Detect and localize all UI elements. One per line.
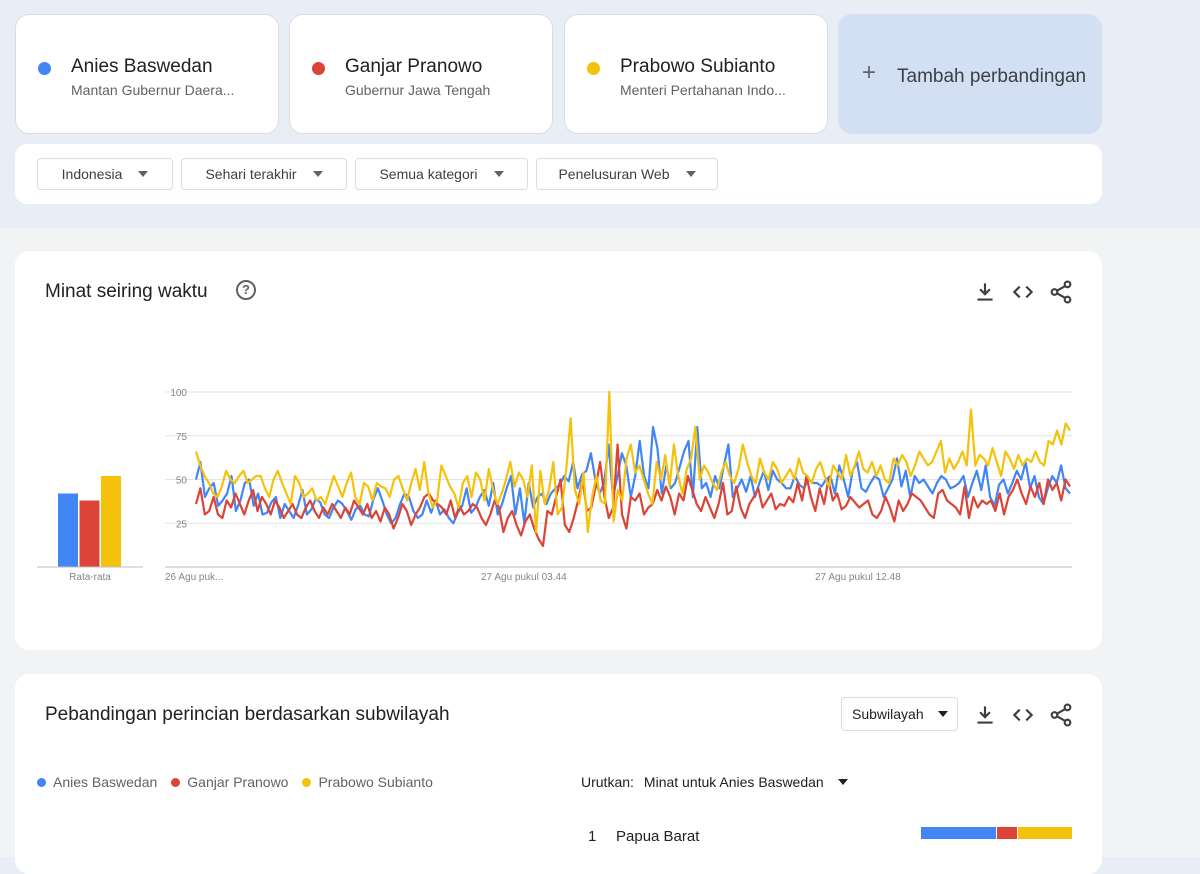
chart-series-lines (194, 390, 1071, 548)
share-segment-anies (921, 827, 996, 839)
sort-control[interactable]: Urutkan: Minat untuk Anies Baswedan (581, 774, 848, 790)
add-comparison-button[interactable]: + Tambah perbandingan (838, 14, 1102, 134)
subregion-select-label: Subwilayah (852, 706, 924, 722)
row-rank: 1 (588, 828, 597, 845)
share-icon[interactable] (1048, 702, 1074, 728)
legend-dot (171, 777, 181, 787)
term-name: Anies Baswedan (71, 56, 213, 77)
y-tick-label: 100 (170, 388, 187, 399)
embed-code-icon[interactable] (1010, 279, 1036, 305)
caret-down-icon (685, 171, 696, 177)
caret-down-icon (493, 171, 504, 177)
term-card-anies[interactable]: Anies Baswedan Mantan Gubernur Daera... (15, 14, 279, 134)
subregion-select[interactable]: Subwilayah (841, 697, 958, 731)
legend-dot (302, 777, 312, 787)
average-bars: Rata-rata (37, 476, 143, 583)
y-tick-label: 75 (176, 432, 188, 443)
legend-item-anies: Anies Baswedan (37, 774, 157, 790)
category-filter[interactable]: Semua kategori (355, 158, 528, 190)
row-region-name[interactable]: Papua Barat (616, 828, 700, 845)
y-tick-label: 50 (176, 476, 188, 487)
term-color-dot (312, 62, 325, 75)
add-comparison-label: Tambah perbandingan (897, 66, 1087, 87)
caret-down-icon (138, 171, 149, 177)
average-label: Rata-rata (69, 572, 111, 583)
x-tick-label: 27 Agu pukul 12.48 (815, 572, 901, 583)
average-bar (79, 500, 100, 567)
x-tick-label: 27 Agu pukul 03.44 (481, 572, 567, 583)
chart-gridlines (165, 391, 1072, 568)
sort-label: Urutkan: (581, 774, 634, 790)
download-icon[interactable] (972, 702, 998, 728)
category-filter-label: Semua kategori (379, 166, 478, 182)
series-line (194, 390, 1071, 534)
search-type-filter-label: Penelusuran Web (558, 166, 670, 182)
plus-icon: + (862, 59, 877, 86)
term-card-prabowo[interactable]: Prabowo Subianto Menteri Pertahanan Indo… (564, 14, 828, 134)
term-color-dot (587, 62, 600, 75)
legend-label: Anies Baswedan (53, 774, 158, 790)
y-tick-label: 25 (176, 519, 188, 530)
average-bar (58, 493, 78, 567)
filter-bar: Indonesia Sehari terakhir Semua kategori… (15, 144, 1102, 204)
region-filter[interactable]: Indonesia (37, 158, 173, 190)
region-filter-label: Indonesia (61, 166, 123, 182)
term-name: Ganjar Pranowo (345, 56, 483, 77)
time-filter-label: Sehari terakhir (205, 166, 297, 182)
share-segment-ganjar (996, 827, 1018, 839)
series-line (194, 443, 1071, 548)
subregion-title: Pebandingan perincian berdasarkan subwil… (45, 704, 450, 725)
legend-dot (37, 777, 46, 787)
caret-down-icon (937, 711, 948, 717)
subregion-legend: Anies Baswedan Ganjar Pranowo Prabowo Su… (37, 774, 433, 790)
sort-value: Minat untuk Anies Baswedan (643, 774, 824, 790)
average-bar (101, 476, 121, 567)
share-segment-prabowo (1018, 827, 1072, 839)
row-share-bar (921, 827, 1072, 839)
chart-axis-labels: 100 75 50 25 26 Agu puk... 27 Agu pukul 03.44… (165, 388, 901, 583)
subregion-card: Pebandingan perincian berdasarkan subwil… (15, 674, 1102, 874)
x-tick-label: 26 Agu puk... (165, 572, 223, 583)
embed-code-icon[interactable] (1010, 702, 1036, 728)
share-icon[interactable] (1048, 279, 1074, 305)
term-subtitle: Mantan Gubernur Daera... (71, 82, 235, 98)
legend-item-prabowo: Prabowo Subianto (302, 774, 433, 790)
legend-label: Ganjar Pranowo (187, 774, 289, 790)
term-card-ganjar[interactable]: Ganjar Pranowo Gubernur Jawa Tengah (289, 14, 553, 134)
time-filter[interactable]: Sehari terakhir (181, 158, 347, 190)
interest-title: Minat seiring waktu (45, 281, 208, 302)
interest-over-time-card: Minat seiring waktu ? Rata-rata 100 75 50 2… (15, 251, 1102, 650)
help-icon[interactable]: ? (236, 280, 256, 300)
term-name: Prabowo Subianto (620, 56, 776, 77)
term-subtitle: Gubernur Jawa Tengah (345, 82, 491, 98)
search-type-filter[interactable]: Penelusuran Web (536, 158, 718, 190)
series-line (194, 425, 1071, 525)
legend-item-ganjar: Ganjar Pranowo (171, 774, 288, 790)
term-subtitle: Menteri Pertahanan Indo... (620, 82, 786, 98)
caret-down-icon (312, 171, 323, 177)
legend-label: Prabowo Subianto (318, 774, 433, 790)
interest-chart: Rata-rata 100 75 50 25 26 Agu puk... 27 Agu p… (37, 388, 1072, 583)
term-color-dot (38, 62, 51, 75)
download-icon[interactable] (972, 279, 998, 305)
caret-down-icon (837, 779, 848, 785)
